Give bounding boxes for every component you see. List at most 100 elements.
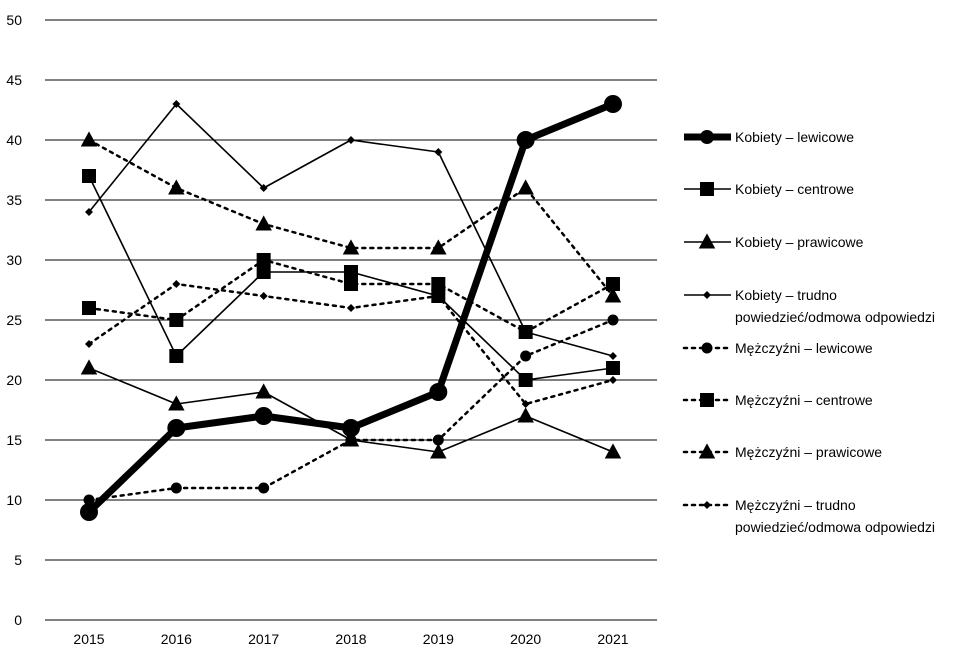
data-point bbox=[346, 304, 355, 312]
y-tick-label: 10 bbox=[6, 492, 22, 508]
data-point bbox=[85, 340, 93, 348]
legend-label: Mężczyźni – prawicowe bbox=[735, 444, 882, 460]
y-tick-label: 50 bbox=[6, 12, 22, 28]
legend-marker bbox=[700, 182, 714, 196]
series-2 bbox=[82, 169, 620, 387]
data-point bbox=[604, 443, 622, 459]
data-point bbox=[521, 400, 530, 408]
data-point bbox=[82, 169, 96, 183]
x-tick-label: 2016 bbox=[161, 631, 192, 647]
legend-item: Kobiety – centrowe bbox=[684, 181, 854, 197]
legend-item: Kobiety – prawicowe bbox=[684, 233, 864, 250]
data-point bbox=[259, 184, 268, 192]
legend-label: powiedzieć/odmowa odpowiedzi bbox=[735, 309, 935, 325]
data-point bbox=[167, 419, 186, 437]
data-point bbox=[605, 361, 620, 375]
x-axis-ticks: 2015 2016 2017 2018 2019 2020 2021 bbox=[73, 631, 628, 647]
data-point bbox=[434, 148, 443, 156]
legend-label: Kobiety – lewicowe bbox=[735, 129, 854, 145]
data-point bbox=[169, 313, 184, 327]
legend-label: Mężczyźni – trudno bbox=[735, 497, 856, 513]
data-point bbox=[168, 395, 185, 411]
x-tick-label: 2015 bbox=[73, 631, 104, 647]
y-tick-label: 15 bbox=[6, 432, 22, 448]
data-point bbox=[168, 179, 185, 195]
x-tick-label: 2021 bbox=[597, 631, 628, 647]
legend-marker bbox=[700, 393, 714, 407]
data-point bbox=[169, 349, 184, 363]
data-point bbox=[259, 292, 268, 300]
legend-label: powiedzieć/odmowa odpowiedzi bbox=[735, 519, 935, 535]
series-1 bbox=[80, 95, 622, 521]
data-point bbox=[430, 239, 447, 255]
data-point bbox=[170, 482, 182, 494]
legend-marker bbox=[701, 342, 713, 354]
y-tick-label: 5 bbox=[14, 552, 22, 568]
legend-item: Mężczyźni – prawicowe bbox=[682, 443, 882, 460]
data-point bbox=[520, 350, 532, 362]
data-point bbox=[80, 131, 98, 147]
data-point bbox=[256, 265, 271, 279]
legend-item: Kobiety – trudno powiedzieć/odmowa odpowi… bbox=[684, 287, 935, 325]
series-5 bbox=[83, 314, 619, 506]
data-point bbox=[342, 239, 360, 255]
y-tick-label: 25 bbox=[6, 312, 22, 328]
data-point bbox=[607, 314, 619, 326]
y-tick-label: 40 bbox=[6, 132, 22, 148]
data-point bbox=[345, 434, 357, 446]
data-point bbox=[258, 482, 270, 494]
data-point bbox=[255, 215, 272, 231]
gridlines bbox=[45, 19, 657, 621]
legend-item: Mężczyźni – lewicowe bbox=[682, 340, 873, 356]
data-point bbox=[604, 287, 622, 303]
legend-item: Kobiety – lewicowe bbox=[684, 129, 854, 145]
series-line bbox=[87, 318, 615, 502]
legend-marker bbox=[698, 233, 716, 249]
data-point bbox=[172, 280, 181, 288]
data-point bbox=[341, 419, 360, 437]
data-point bbox=[343, 277, 358, 291]
data-point bbox=[254, 407, 273, 425]
y-axis-ticks: 0 5 10 15 20 25 30 35 40 45 50 bbox=[6, 12, 22, 628]
legend-marker bbox=[700, 130, 714, 144]
data-point bbox=[255, 383, 272, 399]
series-7 bbox=[80, 131, 622, 303]
series-6 bbox=[82, 253, 620, 339]
data-point bbox=[518, 325, 533, 339]
x-tick-label: 2018 bbox=[335, 631, 366, 647]
data-point bbox=[80, 503, 98, 521]
legend-label: Mężczyźni – centrowe bbox=[735, 392, 873, 408]
legend-label: Kobiety – centrowe bbox=[735, 181, 854, 197]
data-point bbox=[85, 208, 93, 216]
y-tick-label: 30 bbox=[6, 252, 22, 268]
legend-item: Mężczyźni – centrowe bbox=[682, 392, 873, 408]
y-tick-label: 35 bbox=[6, 192, 22, 208]
data-point bbox=[517, 179, 534, 195]
y-tick-label: 0 bbox=[14, 612, 22, 628]
data-point bbox=[608, 352, 617, 360]
series-group bbox=[80, 95, 622, 521]
data-point bbox=[83, 494, 95, 506]
legend-marker bbox=[698, 443, 716, 459]
x-tick-label: 2020 bbox=[510, 631, 541, 647]
series-line bbox=[87, 282, 615, 406]
legend-label: Kobiety – trudno bbox=[735, 287, 837, 303]
data-point bbox=[346, 136, 355, 144]
data-point bbox=[516, 131, 535, 149]
data-point bbox=[429, 383, 448, 401]
data-point bbox=[431, 277, 446, 291]
data-point bbox=[517, 407, 534, 423]
legend-item: Mężczyźni – trudno powiedzieć/odmowa odpo… bbox=[682, 497, 935, 535]
data-point bbox=[80, 359, 98, 375]
legend: Kobiety – lewicowe Kobiety – centrowe Kobi… bbox=[682, 129, 935, 535]
data-point bbox=[343, 265, 358, 279]
legend-marker bbox=[703, 501, 711, 509]
legend-marker bbox=[703, 291, 711, 299]
y-tick-label: 45 bbox=[6, 72, 22, 88]
y-tick-label: 20 bbox=[6, 372, 22, 388]
legend-label: Mężczyźni – lewicowe bbox=[735, 340, 873, 356]
data-point bbox=[432, 434, 444, 446]
data-point bbox=[608, 376, 617, 384]
data-point bbox=[518, 373, 533, 387]
